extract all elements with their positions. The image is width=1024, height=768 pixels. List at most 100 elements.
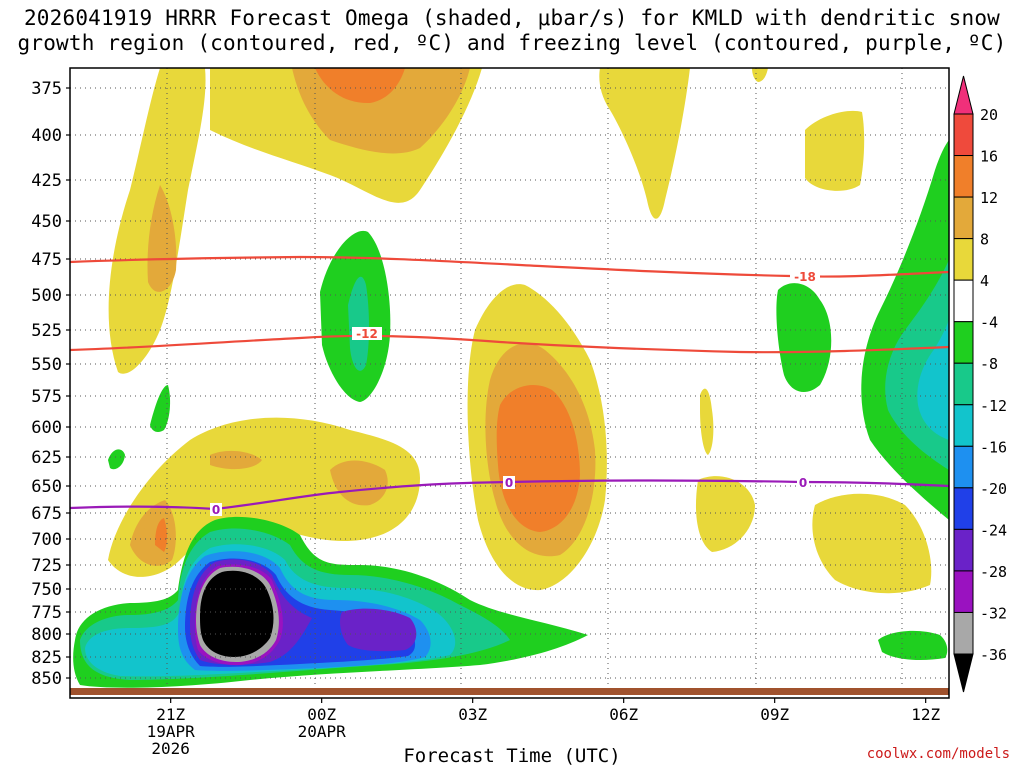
omega-region-downward-mid-core [348, 276, 369, 371]
omega-region-downward-blob-1 [150, 385, 171, 433]
omega-region-downward-blob-2 [108, 449, 125, 470]
colorbar-box-4 [953, 279, 974, 323]
y-tick-label-375: 375 [31, 79, 62, 99]
colorbar-top-arrow [953, 75, 974, 115]
omega-region-upward-lower-right-2 [812, 493, 932, 594]
contour-label-0-a: 0 [212, 503, 220, 517]
y-tick-label-450: 450 [31, 212, 62, 232]
omega-region-upward-mid-core [330, 460, 388, 506]
x-tick-sublabel-2026: 2026 [151, 739, 190, 758]
plot-frame [69, 67, 950, 699]
omega-region-small-top-right [752, 68, 768, 82]
colorbar-box-11 [953, 570, 974, 613]
y-tick-label-625: 625 [31, 448, 62, 468]
omega-region-upward-narrow [700, 388, 714, 455]
omega-region-upward-lower-right [695, 476, 755, 552]
contour-label-0-b: 0 [505, 476, 513, 490]
omega-region-downward-bottom-right [878, 630, 948, 660]
colorbar-label--24: -24 [980, 521, 1007, 539]
ground-bar [70, 688, 949, 695]
colorbar-label--4: -4 [980, 314, 998, 332]
y-axis: 375 400 425 450 475 500 525 550 575 600 625 650 675 7… [31, 79, 70, 689]
y-tick-label-600: 600 [31, 418, 62, 438]
y-tick-label-700: 700 [31, 530, 62, 550]
colorbar-box-6 [953, 362, 974, 406]
colorbar-label--28: -28 [980, 563, 1007, 581]
colorbar-label--20: -20 [980, 480, 1007, 498]
omega-region-upward-top-3 [315, 68, 405, 104]
site-credit: coolwx.com/models [866, 746, 1010, 762]
omega-region-upward-big-core [496, 385, 580, 532]
omega-region-downward-right-small [776, 283, 832, 393]
y-tick-label-675: 675 [31, 504, 62, 524]
x-tick-label-21Z: 21Z [156, 705, 185, 724]
colorbar-box-8 [953, 445, 974, 489]
y-tick-label-825: 825 [31, 648, 62, 668]
y-tick-label-550: 550 [31, 355, 62, 375]
y-tick-label-800: 800 [31, 625, 62, 645]
contour-lines [69, 255, 950, 511]
x-tick-sublabel-19APR: 19APR [147, 722, 196, 741]
y-tick-label-775: 775 [31, 603, 62, 623]
x-tick-label-09Z: 09Z [760, 705, 789, 724]
contour-label-0-c: 0 [799, 476, 807, 490]
omega-region-upward-upper-core [147, 185, 177, 292]
chart-title-line-2: growth region (contoured, red, ºC) and f… [17, 31, 1007, 55]
colorbar-label-16: 16 [980, 148, 998, 166]
colorbar-box-2 [953, 196, 974, 240]
colorbar-box-9 [953, 487, 974, 530]
contour-labels: -18 -12 0 0 0 [210, 270, 820, 517]
y-tick-label-475: 475 [31, 250, 62, 270]
colorbar-bottom-arrow [953, 653, 974, 693]
omega-shading [73, 68, 949, 688]
omega-region-downward-low-black [200, 570, 274, 657]
colorbar-label-4: 4 [980, 272, 989, 290]
colorbar-label-12: 12 [980, 189, 998, 207]
colorbar-box-1 [953, 155, 974, 198]
colorbar-box-10 [953, 528, 974, 572]
grid-lines [70, 68, 949, 698]
y-tick-label-525: 525 [31, 321, 62, 341]
y-tick-label-500: 500 [31, 286, 62, 306]
omega-region-downward-right-core [917, 320, 949, 440]
y-tick-label-750: 750 [31, 580, 62, 600]
colorbar-label-8: 8 [980, 231, 989, 249]
contour-minus-12 [69, 334, 950, 354]
y-tick-label-575: 575 [31, 387, 62, 407]
contour-0 [69, 479, 950, 511]
colorbar-box-5 [953, 321, 974, 364]
y-tick-label-850: 850 [31, 669, 62, 689]
chart-title-line-1: 2026041919 HRRR Forecast Omega (shaded, … [23, 6, 1001, 30]
colorbar-label--36: -36 [980, 646, 1007, 664]
x-axis-title: Forecast Time (UTC) [403, 745, 621, 767]
colorbar-label--12: -12 [980, 397, 1007, 415]
colorbar-box-7 [953, 404, 974, 447]
colorbar-label--32: -32 [980, 604, 1007, 622]
y-tick-label-725: 725 [31, 556, 62, 576]
y-tick-label-400: 400 [31, 126, 62, 146]
colorbar-label-20: 20 [980, 106, 998, 124]
contour-minus-18 [69, 255, 950, 278]
colorbar-label--8: -8 [980, 355, 998, 373]
omega-region-downward-low-purple-2 [340, 608, 417, 652]
y-tick-label-425: 425 [31, 171, 62, 191]
x-tick-label-00Z: 00Z [307, 705, 336, 724]
colorbar-box-12 [953, 611, 974, 655]
colorbar-box-0 [953, 113, 974, 157]
omega-region-upward-right [599, 68, 690, 219]
omega-region-upward-mid-core-2 [210, 450, 262, 470]
contour-label-minus-12: -12 [356, 327, 378, 341]
y-tick-label-650: 650 [31, 477, 62, 497]
colorbar-label--16: -16 [980, 438, 1007, 456]
x-tick-label-03Z: 03Z [458, 705, 487, 724]
x-tick-label-06Z: 06Z [609, 705, 638, 724]
x-tick-label-12Z: 12Z [911, 705, 940, 724]
colorbar: 20 16 12 8 4 -4 -8 -12 -16 -20 -24 -28 -32 -36 [953, 75, 1007, 693]
omega-region-upward-cell [155, 518, 167, 552]
x-tick-sublabel-20APR: 20APR [298, 722, 347, 741]
contour-label-minus-18: -18 [794, 270, 816, 284]
omega-region-small-right [805, 110, 865, 191]
colorbar-box-3 [953, 238, 974, 281]
